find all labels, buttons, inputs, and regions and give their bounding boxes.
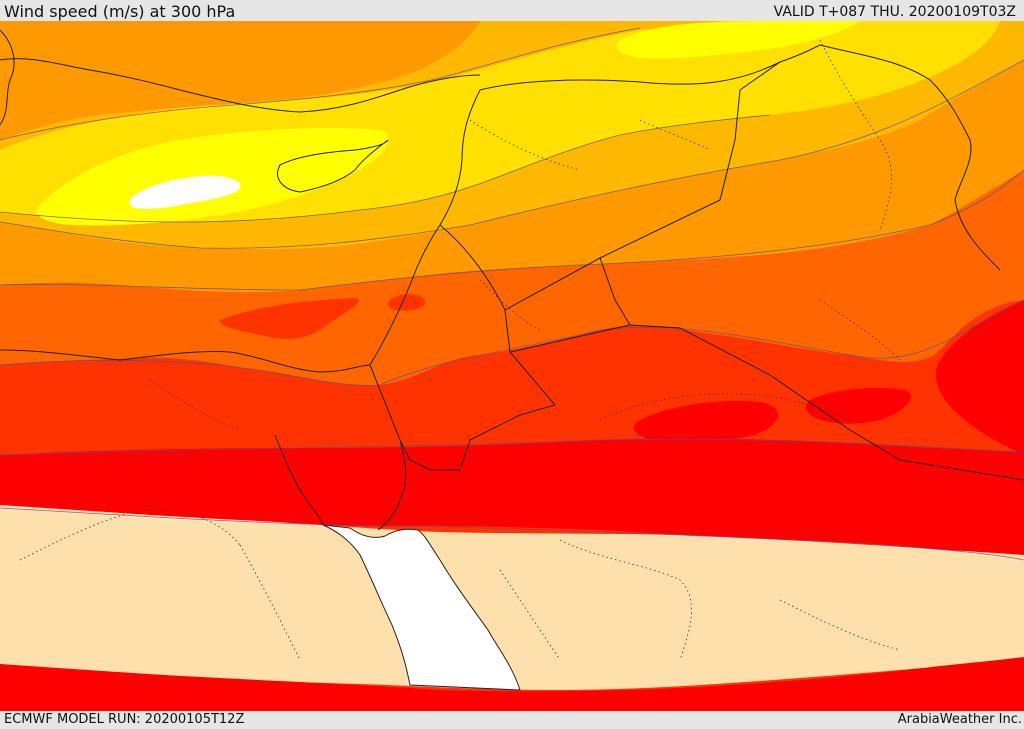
credit: ArabiaWeather Inc. bbox=[897, 712, 1022, 727]
header-bar: Wind speed (m/s) at 300 hPa VALID T+087 … bbox=[0, 0, 1024, 21]
model-run: ECMWF MODEL RUN: 20200105T12Z bbox=[4, 712, 245, 727]
band-red bbox=[0, 438, 1024, 560]
band-calm bbox=[129, 175, 241, 209]
red-sea bbox=[322, 524, 521, 691]
footer-bar: ECMWF MODEL RUN: 20200105T12Z ArabiaWeat… bbox=[0, 711, 1024, 729]
band-bright-yellow-north bbox=[616, 21, 860, 59]
cell-red-mid bbox=[805, 388, 911, 424]
band-orange-northwest bbox=[0, 21, 480, 140]
valid-time: VALID T+087 THU. 20200109T03Z bbox=[773, 4, 1016, 20]
band-low bbox=[0, 505, 1024, 690]
wind-contours bbox=[0, 27, 1024, 561]
coastlines bbox=[0, 29, 1001, 531]
band-red-south bbox=[0, 657, 1024, 711]
country-borders bbox=[399, 61, 1024, 481]
map-title: Wind speed (m/s) at 300 hPa bbox=[4, 2, 236, 21]
cell-red-east bbox=[935, 300, 1024, 455]
cell-red-center-east bbox=[633, 400, 779, 444]
cell-red-orange-center bbox=[387, 294, 426, 311]
wind-speed-map bbox=[0, 21, 1024, 711]
internal-borders bbox=[19, 39, 901, 661]
cell-red-orange-west bbox=[220, 298, 360, 339]
